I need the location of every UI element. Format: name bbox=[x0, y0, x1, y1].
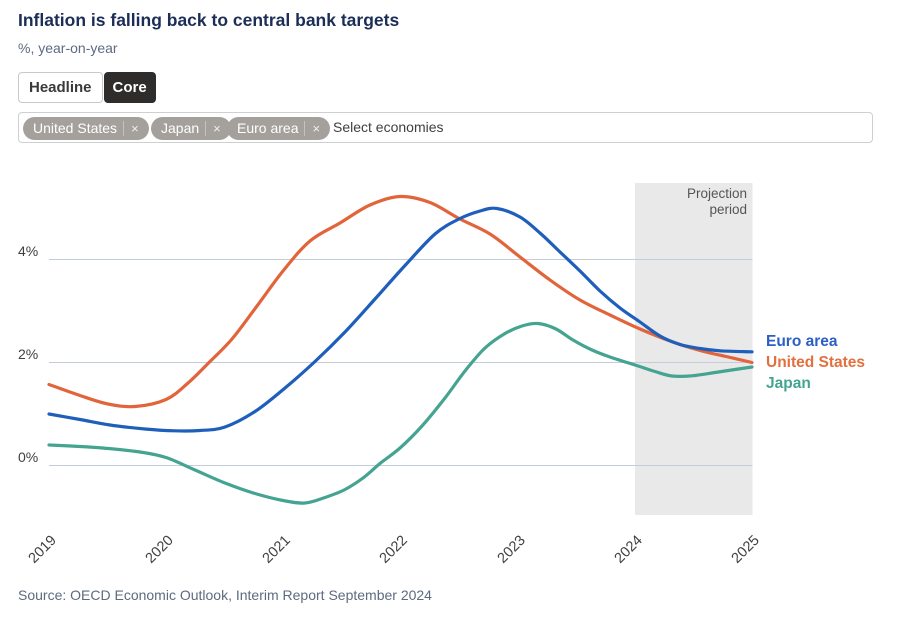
svg-text:United States: United States bbox=[766, 354, 865, 371]
svg-text:2%: 2% bbox=[18, 346, 38, 362]
svg-text:2021: 2021 bbox=[260, 533, 294, 567]
svg-text:2023: 2023 bbox=[495, 533, 529, 567]
svg-text:Japan: Japan bbox=[766, 375, 811, 392]
svg-text:Euro area: Euro area bbox=[766, 333, 838, 350]
svg-text:0%: 0% bbox=[18, 449, 38, 465]
svg-text:2025: 2025 bbox=[729, 533, 763, 567]
svg-text:2019: 2019 bbox=[26, 533, 60, 567]
svg-text:2020: 2020 bbox=[143, 533, 177, 567]
svg-text:2022: 2022 bbox=[377, 533, 411, 567]
svg-text:4%: 4% bbox=[18, 243, 38, 259]
svg-text:Projection: Projection bbox=[687, 186, 747, 201]
svg-text:2024: 2024 bbox=[612, 533, 646, 567]
svg-text:period: period bbox=[709, 202, 747, 217]
